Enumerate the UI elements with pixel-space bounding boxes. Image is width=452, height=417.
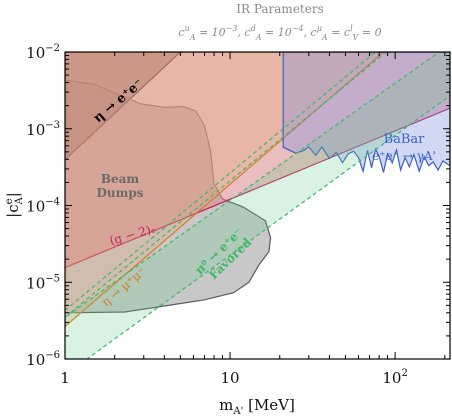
y-tick-label: 10−6 [26, 350, 60, 369]
reference-lines [65, 52, 387, 318]
y-axis-label: |ceA| [4, 192, 25, 218]
region-g-minus-2 [65, 52, 450, 269]
chart-subtitle: cuA = 10−3, cdA = 10−4, cμA = clV = 0 [178, 24, 381, 42]
label-beam-dumps-line2: Dumps [97, 186, 144, 200]
y-tick-label: 10−5 [26, 273, 60, 292]
x-tick-label: 102 [382, 368, 407, 387]
x-tick-label: 1 [60, 369, 70, 387]
label-babar-line1: BaBar [384, 132, 426, 147]
line-eta-mumu-lower-dash [65, 52, 387, 318]
y-tick-label: 10−3 [26, 120, 60, 139]
y-tick-label: 10−4 [26, 197, 60, 216]
y-tick-label: 10−2 [26, 43, 60, 62]
axis-ticks: 1 10 102 10−6 10−5 10−4 10−3 10−2 [26, 43, 450, 387]
region-babar [282, 52, 450, 174]
chart-title: IR Parameters [236, 2, 323, 16]
x-tick-label: 10 [221, 369, 240, 387]
region-pi0-favored [65, 52, 450, 359]
line-eta-mumu-upper-dash [65, 52, 376, 311]
label-babar-line2: e⁺e⁻ → γA' [372, 149, 436, 163]
label-beam-dumps-line1: Beam [101, 172, 140, 186]
x-axis-label: mA' [MeV] [219, 396, 295, 417]
